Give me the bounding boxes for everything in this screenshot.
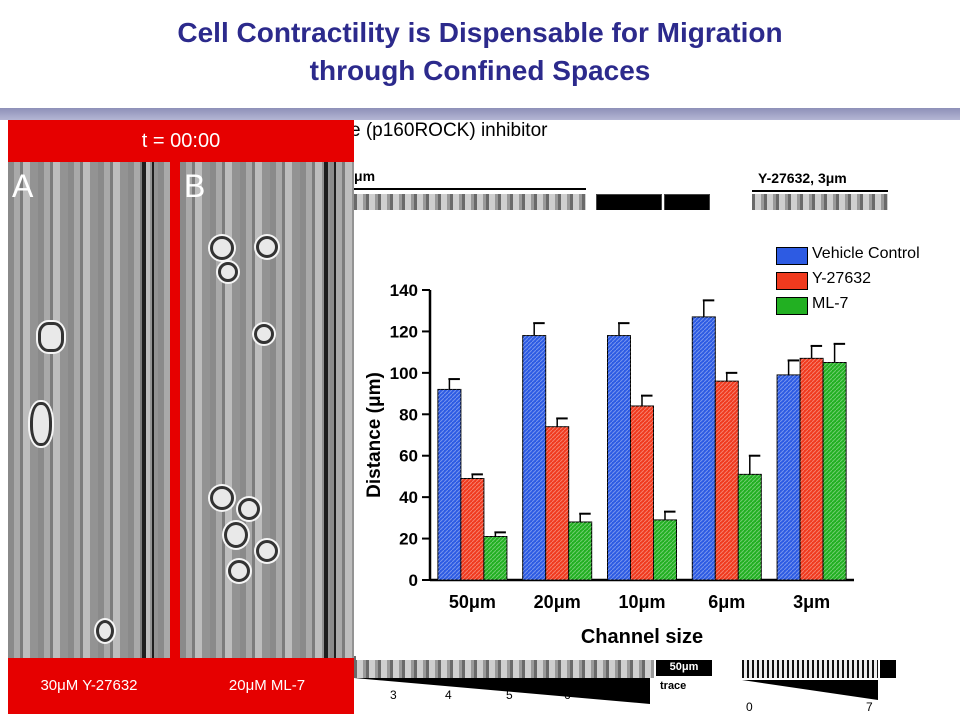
panel-a-letter: A <box>12 168 34 204</box>
x-tick-label: 10μm <box>618 592 665 612</box>
background-wedge <box>354 678 650 704</box>
y-tick-label: 120 <box>390 322 418 341</box>
y-tick-label: 60 <box>399 447 418 466</box>
y-tick-label: 80 <box>399 405 418 424</box>
background-scale-bar: 50μm <box>656 658 712 676</box>
panel-b-treatment-label: 20μM ML-7 <box>228 677 306 694</box>
background-kymograph-strip-2 <box>752 194 888 210</box>
panel-b-micrograph: B <box>180 162 354 658</box>
bar-hatch <box>800 358 824 580</box>
cell <box>224 522 248 548</box>
x-tick-label: 3μm <box>793 592 830 612</box>
video-timestamp: t = 00:00 <box>141 130 221 152</box>
background-tick: 4 <box>445 688 452 702</box>
bar-hatch <box>568 522 592 580</box>
background-caption: e (p160ROCK) inhibitor <box>350 120 548 141</box>
slide-title-line-2: through Confined Spaces <box>309 55 651 86</box>
panel-a-treatment-label: 30μM Y-27632 <box>40 677 138 694</box>
x-tick-label: 50μm <box>449 592 496 612</box>
cell <box>30 402 52 446</box>
channel-wall <box>152 162 154 658</box>
cell <box>256 540 278 562</box>
background-black-box <box>880 656 896 678</box>
background-tick-row: 3 4 5 6 7 <box>390 688 650 708</box>
background-tick: 5 <box>506 688 513 702</box>
legend-swatch <box>776 272 808 290</box>
legend-label: Vehicle Control <box>812 245 920 262</box>
bar-hatch <box>460 478 484 580</box>
channel-wall <box>142 162 146 658</box>
cell <box>256 236 278 258</box>
bar-hatch <box>692 316 716 580</box>
bar-hatch <box>738 474 762 580</box>
bar-hatch <box>715 381 739 580</box>
cell <box>228 560 250 582</box>
legend-label: Y-27632 <box>812 270 872 287</box>
channel-wall <box>334 162 336 658</box>
bar-hatch <box>545 426 569 580</box>
background-scale-line <box>354 188 586 190</box>
y-tick-label: 20 <box>399 530 418 549</box>
bar-chart-svg: 0 20 40 60 80 100 120 140 Distance (μm) 50μm 20μm 1… <box>364 281 854 648</box>
cell <box>210 236 234 260</box>
background-tick: 7 <box>866 700 873 714</box>
legend-swatch <box>776 247 808 265</box>
cell <box>96 620 114 642</box>
background-label-y27632: Y-27632, 3μm <box>758 170 847 186</box>
bar-hatch <box>823 362 847 580</box>
y-tick-label: 0 <box>409 571 418 590</box>
video-overlay[interactable]: t = 00:00 A B 30μM Y-27632 20μM ML-7 <box>8 120 354 714</box>
y-tick-label: 140 <box>390 281 418 300</box>
bar-hatch <box>653 519 677 580</box>
title-divider-bar <box>0 108 960 120</box>
background-tick: 0 <box>746 700 753 714</box>
y-tick-label: 40 <box>399 488 418 507</box>
x-tick-label: 6μm <box>708 592 745 612</box>
cell <box>38 322 64 352</box>
panel-b-letter: B <box>184 168 206 204</box>
x-axis-label: Channel size <box>581 626 703 648</box>
cell <box>218 262 238 282</box>
y-axis-label: Distance (μm) <box>364 372 385 498</box>
slide-title-line-1: Cell Contractility is Dispensable for Mi… <box>177 17 783 48</box>
bar-hatch <box>777 374 801 580</box>
panel-separator <box>170 162 180 658</box>
background-tick: 6 <box>564 688 571 702</box>
bar-hatch <box>522 335 546 580</box>
legend-label: ML-7 <box>812 295 849 312</box>
cell <box>254 324 274 344</box>
x-tick-label: 20μm <box>534 592 581 612</box>
panel-a-micrograph: A <box>8 162 170 658</box>
bar-chart: 0 20 40 60 80 100 120 140 Distance (μm) 50μm 20μm 1… <box>356 210 956 660</box>
background-tick: 3 <box>390 688 397 702</box>
bar-hatch <box>607 335 631 580</box>
background-tick: 7 <box>618 688 625 702</box>
background-scale-line-2 <box>752 190 888 192</box>
bar-hatch <box>630 406 654 580</box>
background-wedge-2 <box>742 680 878 700</box>
y-tick-label: 100 <box>390 364 418 383</box>
background-label-mu: μm <box>354 168 376 184</box>
background-bottom-strip <box>354 656 654 678</box>
channel-wall <box>324 162 328 658</box>
bar-hatch <box>437 389 461 580</box>
cell <box>238 498 260 520</box>
background-trace-label: trace <box>660 680 687 692</box>
cell <box>210 486 234 510</box>
background-barcode-strip <box>742 656 878 678</box>
legend-swatch <box>776 297 808 315</box>
background-kymograph-strip <box>354 194 586 210</box>
bar-hatch <box>483 536 507 580</box>
slide-title: Cell Contractility is Dispensable for Mi… <box>0 14 960 90</box>
